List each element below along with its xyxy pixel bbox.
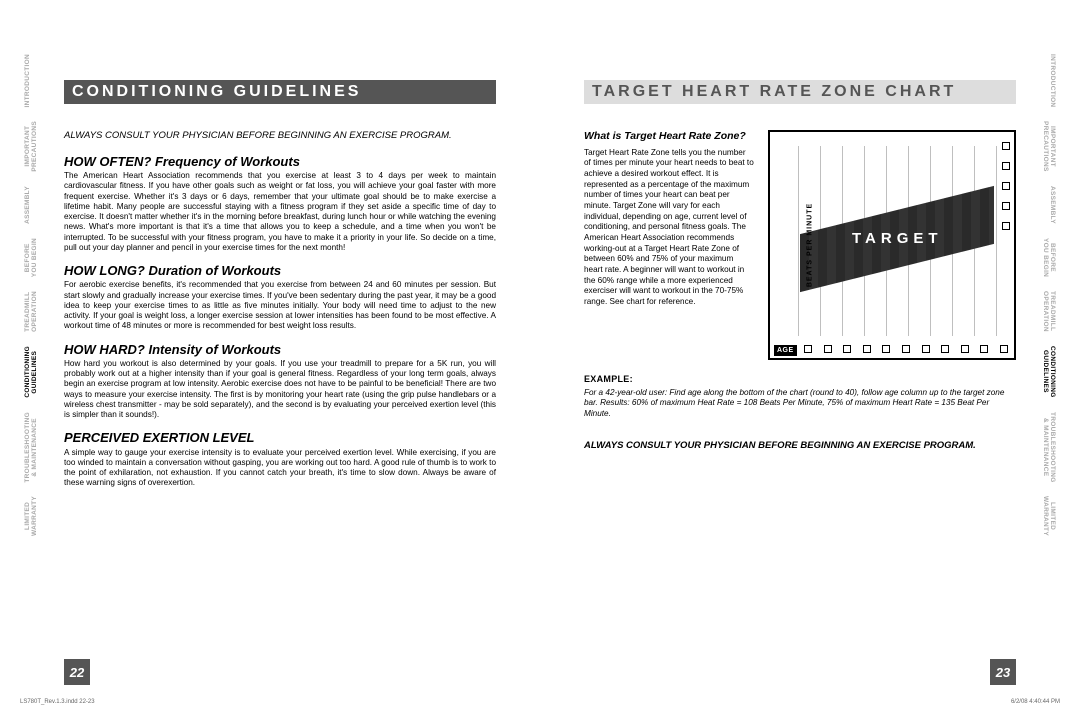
age-tick	[902, 345, 910, 353]
subheading: What is Target Heart Rate Zone?	[584, 130, 754, 144]
section-tab[interactable]: IMPORTANT PRECAUTIONS	[1042, 117, 1056, 176]
age-tick	[922, 345, 930, 353]
section-tab[interactable]: TROUBLESHOOTING & MAINTENANCE	[24, 408, 38, 487]
banner-heart-rate-chart: TARGET HEART RATE ZONE CHART	[584, 80, 1016, 104]
physician-warning-footer: ALWAYS CONSULT YOUR PHYSICIAN BEFORE BEG…	[584, 440, 1016, 452]
y-axis-label: BEATS PER MINUTE	[806, 203, 815, 287]
section-tab[interactable]: CONDITIONING GUIDELINES	[1042, 342, 1056, 402]
section-tab[interactable]: CONDITIONING GUIDELINES	[24, 342, 38, 402]
section-tab[interactable]: IMPORTANT PRECAUTIONS	[24, 117, 38, 176]
example-heading: EXAMPLE:	[584, 374, 1016, 386]
left-body: ALWAYS CONSULT YOUR PHYSICIAN BEFORE BEG…	[64, 130, 496, 651]
heart-rate-chart: TARGET BEATS PER MINUTE AGE	[768, 130, 1016, 360]
y-tick	[1002, 142, 1010, 150]
section-heading: HOW OFTEN? Frequency of Workouts	[64, 154, 496, 170]
y-tick	[1002, 222, 1010, 230]
section-tab[interactable]: ASSEMBLY	[24, 182, 38, 228]
section-heading: HOW HARD? Intensity of Workouts	[64, 342, 496, 358]
section-tab[interactable]: TREADMILL OPERATION	[1042, 287, 1056, 336]
section-tab[interactable]: LIMITED WARRANTY	[24, 492, 38, 540]
age-tick	[804, 345, 812, 353]
footer-timestamp: 6/2/08 4:40:44 PM	[1011, 699, 1060, 705]
age-tick	[961, 345, 969, 353]
section-tab[interactable]: BEFORE YOU BEGIN	[1042, 234, 1056, 281]
physician-warning: ALWAYS CONSULT YOUR PHYSICIAN BEFORE BEG…	[64, 130, 496, 142]
page-right: INTRODUCTION IMPORTANT PRECAUTIONS ASSEMBL…	[540, 20, 1060, 691]
section-tabs-left: INTRODUCTION IMPORTANT PRECAUTIONS ASSEMBL…	[24, 50, 38, 540]
banner-title: CONDITIONING GUIDELINES	[72, 83, 361, 101]
section-tab[interactable]: INTRODUCTION	[1042, 50, 1056, 111]
section-tab[interactable]: BEFORE YOU BEGIN	[24, 234, 38, 281]
section-body: A simple way to gauge your exercise inte…	[64, 448, 496, 489]
x-axis-label: AGE	[774, 345, 797, 356]
page-number-left: 22	[64, 659, 90, 685]
section-tab[interactable]: TREADMILL OPERATION	[24, 287, 38, 336]
section-heading: HOW LONG? Duration of Workouts	[64, 263, 496, 279]
section-tab[interactable]: LIMITED WARRANTY	[1042, 492, 1056, 540]
age-tick	[824, 345, 832, 353]
page-left: INTRODUCTION IMPORTANT PRECAUTIONS ASSEMBL…	[20, 20, 540, 691]
age-tick	[843, 345, 851, 353]
section-body: For aerobic exercise benefits, it's reco…	[64, 280, 496, 331]
age-tick	[882, 345, 890, 353]
age-tick	[941, 345, 949, 353]
heart-rate-intro: Target Heart Rate Zone tells you the num…	[584, 148, 754, 308]
right-body: What is Target Heart Rate Zone? Target H…	[584, 130, 1016, 651]
banner-title: TARGET HEART RATE ZONE CHART	[592, 83, 956, 101]
banner-conditioning-guidelines: CONDITIONING GUIDELINES	[64, 80, 496, 104]
section-tabs-right: INTRODUCTION IMPORTANT PRECAUTIONS ASSEMBL…	[1042, 50, 1056, 540]
y-tick	[1002, 162, 1010, 170]
section-heading: PERCEIVED EXERTION LEVEL	[64, 430, 496, 446]
age-tick	[863, 345, 871, 353]
age-tick	[1000, 345, 1008, 353]
y-tick	[1002, 182, 1010, 190]
age-tick-row	[804, 345, 1008, 355]
section-tab[interactable]: INTRODUCTION	[24, 50, 38, 111]
section-body: How hard you workout is also determined …	[64, 359, 496, 421]
section-tab[interactable]: TROUBLESHOOTING & MAINTENANCE	[1042, 408, 1056, 487]
page-spread: INTRODUCTION IMPORTANT PRECAUTIONS ASSEMBL…	[20, 20, 1060, 691]
example-text: For a 42-year-old user: Find age along t…	[584, 388, 1016, 420]
section-tab[interactable]: ASSEMBLY	[1042, 182, 1056, 228]
footer-filename: LS780T_Rev.1.3.indd 22-23	[20, 699, 95, 705]
y-tick	[1002, 202, 1010, 210]
target-zone-label: TARGET	[852, 229, 943, 249]
section-body: The American Heart Association recommend…	[64, 171, 496, 253]
page-number-right: 23	[990, 659, 1016, 685]
age-tick	[980, 345, 988, 353]
